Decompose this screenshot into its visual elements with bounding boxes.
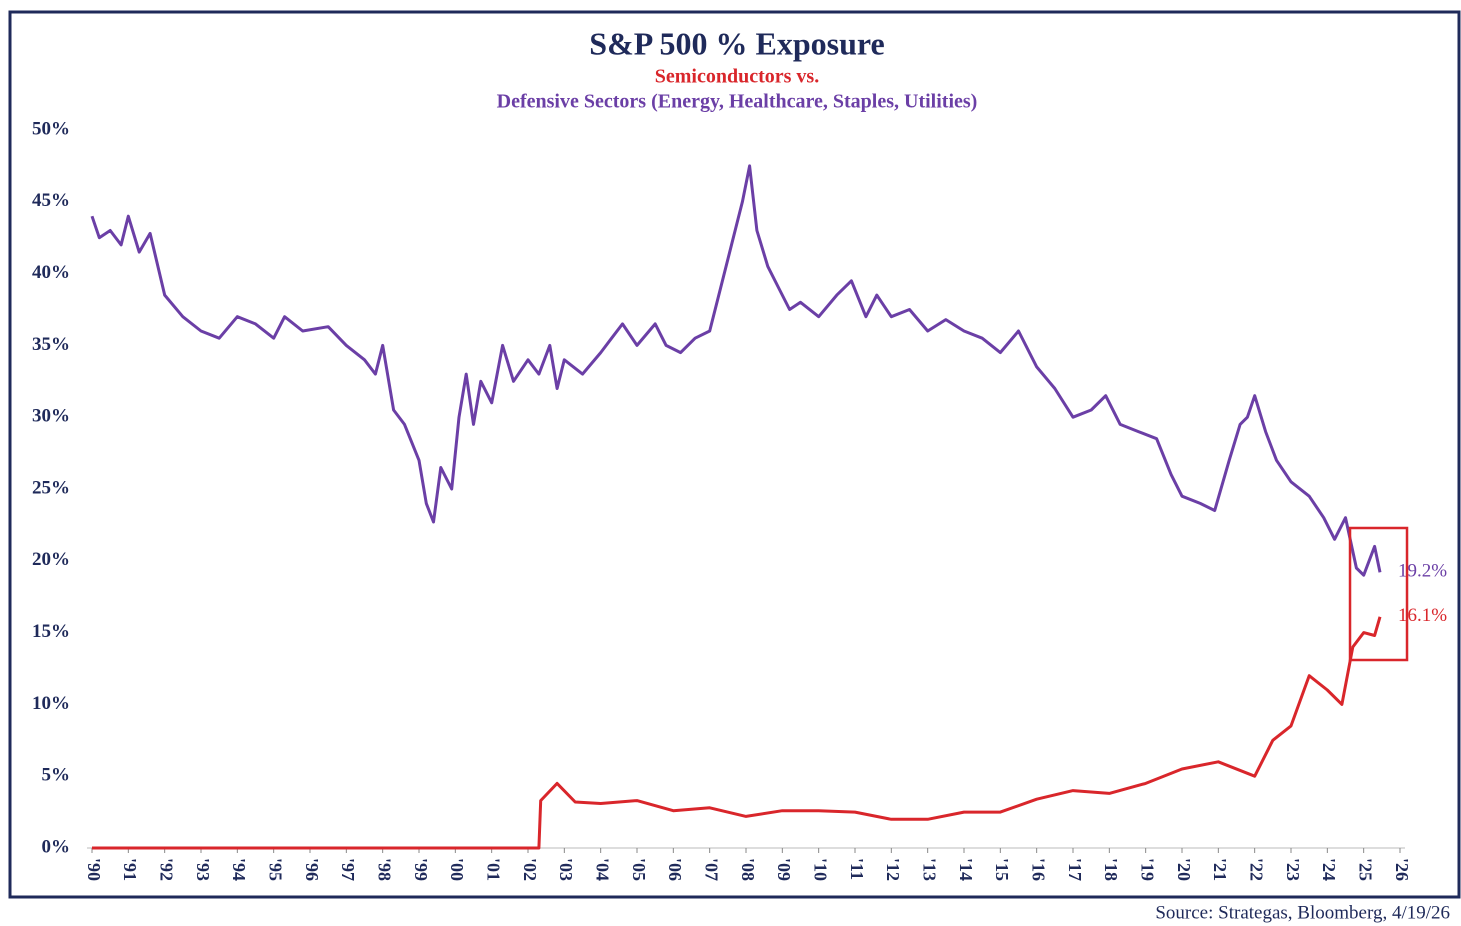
series-line (90, 164, 1382, 577)
x-tick-label: '25 (1356, 858, 1376, 881)
x-tick-label: '19 (1138, 858, 1158, 881)
chart-subtitle: Defensive Sectors (Energy, Healthcare, S… (497, 91, 978, 113)
x-tick-label: '10 (811, 858, 831, 881)
x-tick-label: '17 (1065, 858, 1085, 881)
x-tick-label: '03 (556, 858, 576, 881)
x-tick-label: '05 (629, 858, 649, 881)
x-tick-label: '96 (302, 858, 322, 881)
x-tick-label: '94 (229, 858, 249, 881)
y-tick-label: 5% (42, 765, 71, 786)
x-tick-label: '97 (338, 858, 358, 881)
source-note: Source: Strategas, Bloomberg, 4/19/26 (1155, 902, 1450, 923)
series-line (92, 616, 1382, 850)
y-tick-label: 50% (32, 118, 70, 139)
end-label: 19.2% (1398, 561, 1447, 582)
x-tick-label: '99 (411, 858, 431, 881)
x-tick-label: '90 (84, 858, 104, 881)
x-tick-label: '00 (447, 858, 467, 881)
x-tick-label: '21 (1210, 858, 1230, 881)
x-tick-label: '13 (920, 858, 940, 881)
frame (8, 10, 1461, 899)
x-tick-label: '14 (956, 858, 976, 881)
x-tick-label: '26 (1392, 858, 1412, 881)
y-tick-label: 0% (42, 836, 71, 857)
y-tick-label: 20% (32, 549, 70, 570)
x-tick-label: '04 (593, 858, 613, 881)
x-tick-label: '24 (1319, 858, 1339, 881)
x-tick-label: '16 (1029, 858, 1049, 881)
chart-title: S&P 500 % Exposure (589, 25, 884, 61)
y-tick-label: 30% (32, 406, 70, 427)
y-tick-label: 25% (32, 477, 70, 498)
chart-subtitle: Semiconductors vs. (655, 66, 819, 88)
x-tick-label: '06 (665, 858, 685, 881)
x-tick-label: '23 (1283, 858, 1303, 881)
y-tick-label: 15% (32, 621, 70, 642)
x-tick-label: '12 (883, 858, 903, 881)
x-tick-label: '18 (1101, 858, 1121, 881)
x-tick-label: '11 (847, 858, 867, 880)
x-tick-label: '98 (375, 858, 395, 881)
y-tick-label: 35% (32, 334, 70, 355)
x-tick-label: '07 (702, 858, 722, 881)
x-tick-label: '08 (738, 858, 758, 881)
x-tick-label: '20 (1174, 858, 1194, 881)
y-tick-label: 45% (32, 190, 70, 211)
x-tick-label: '93 (193, 858, 213, 881)
x-tick-label: '22 (1247, 858, 1267, 881)
x-tick-label: '01 (484, 858, 504, 881)
y-tick-label: 10% (32, 693, 70, 714)
y-tick-label: 40% (32, 262, 70, 283)
x-tick-label: '91 (120, 858, 140, 881)
x-tick-label: '02 (520, 858, 540, 881)
x-tick-label: '92 (157, 858, 177, 881)
highlight-box (1348, 526, 1409, 662)
x-tick-label: '95 (266, 858, 286, 881)
x-tick-label: '09 (774, 858, 794, 881)
end-label: 16.1% (1398, 605, 1447, 626)
x-tick-label: '15 (992, 858, 1012, 881)
